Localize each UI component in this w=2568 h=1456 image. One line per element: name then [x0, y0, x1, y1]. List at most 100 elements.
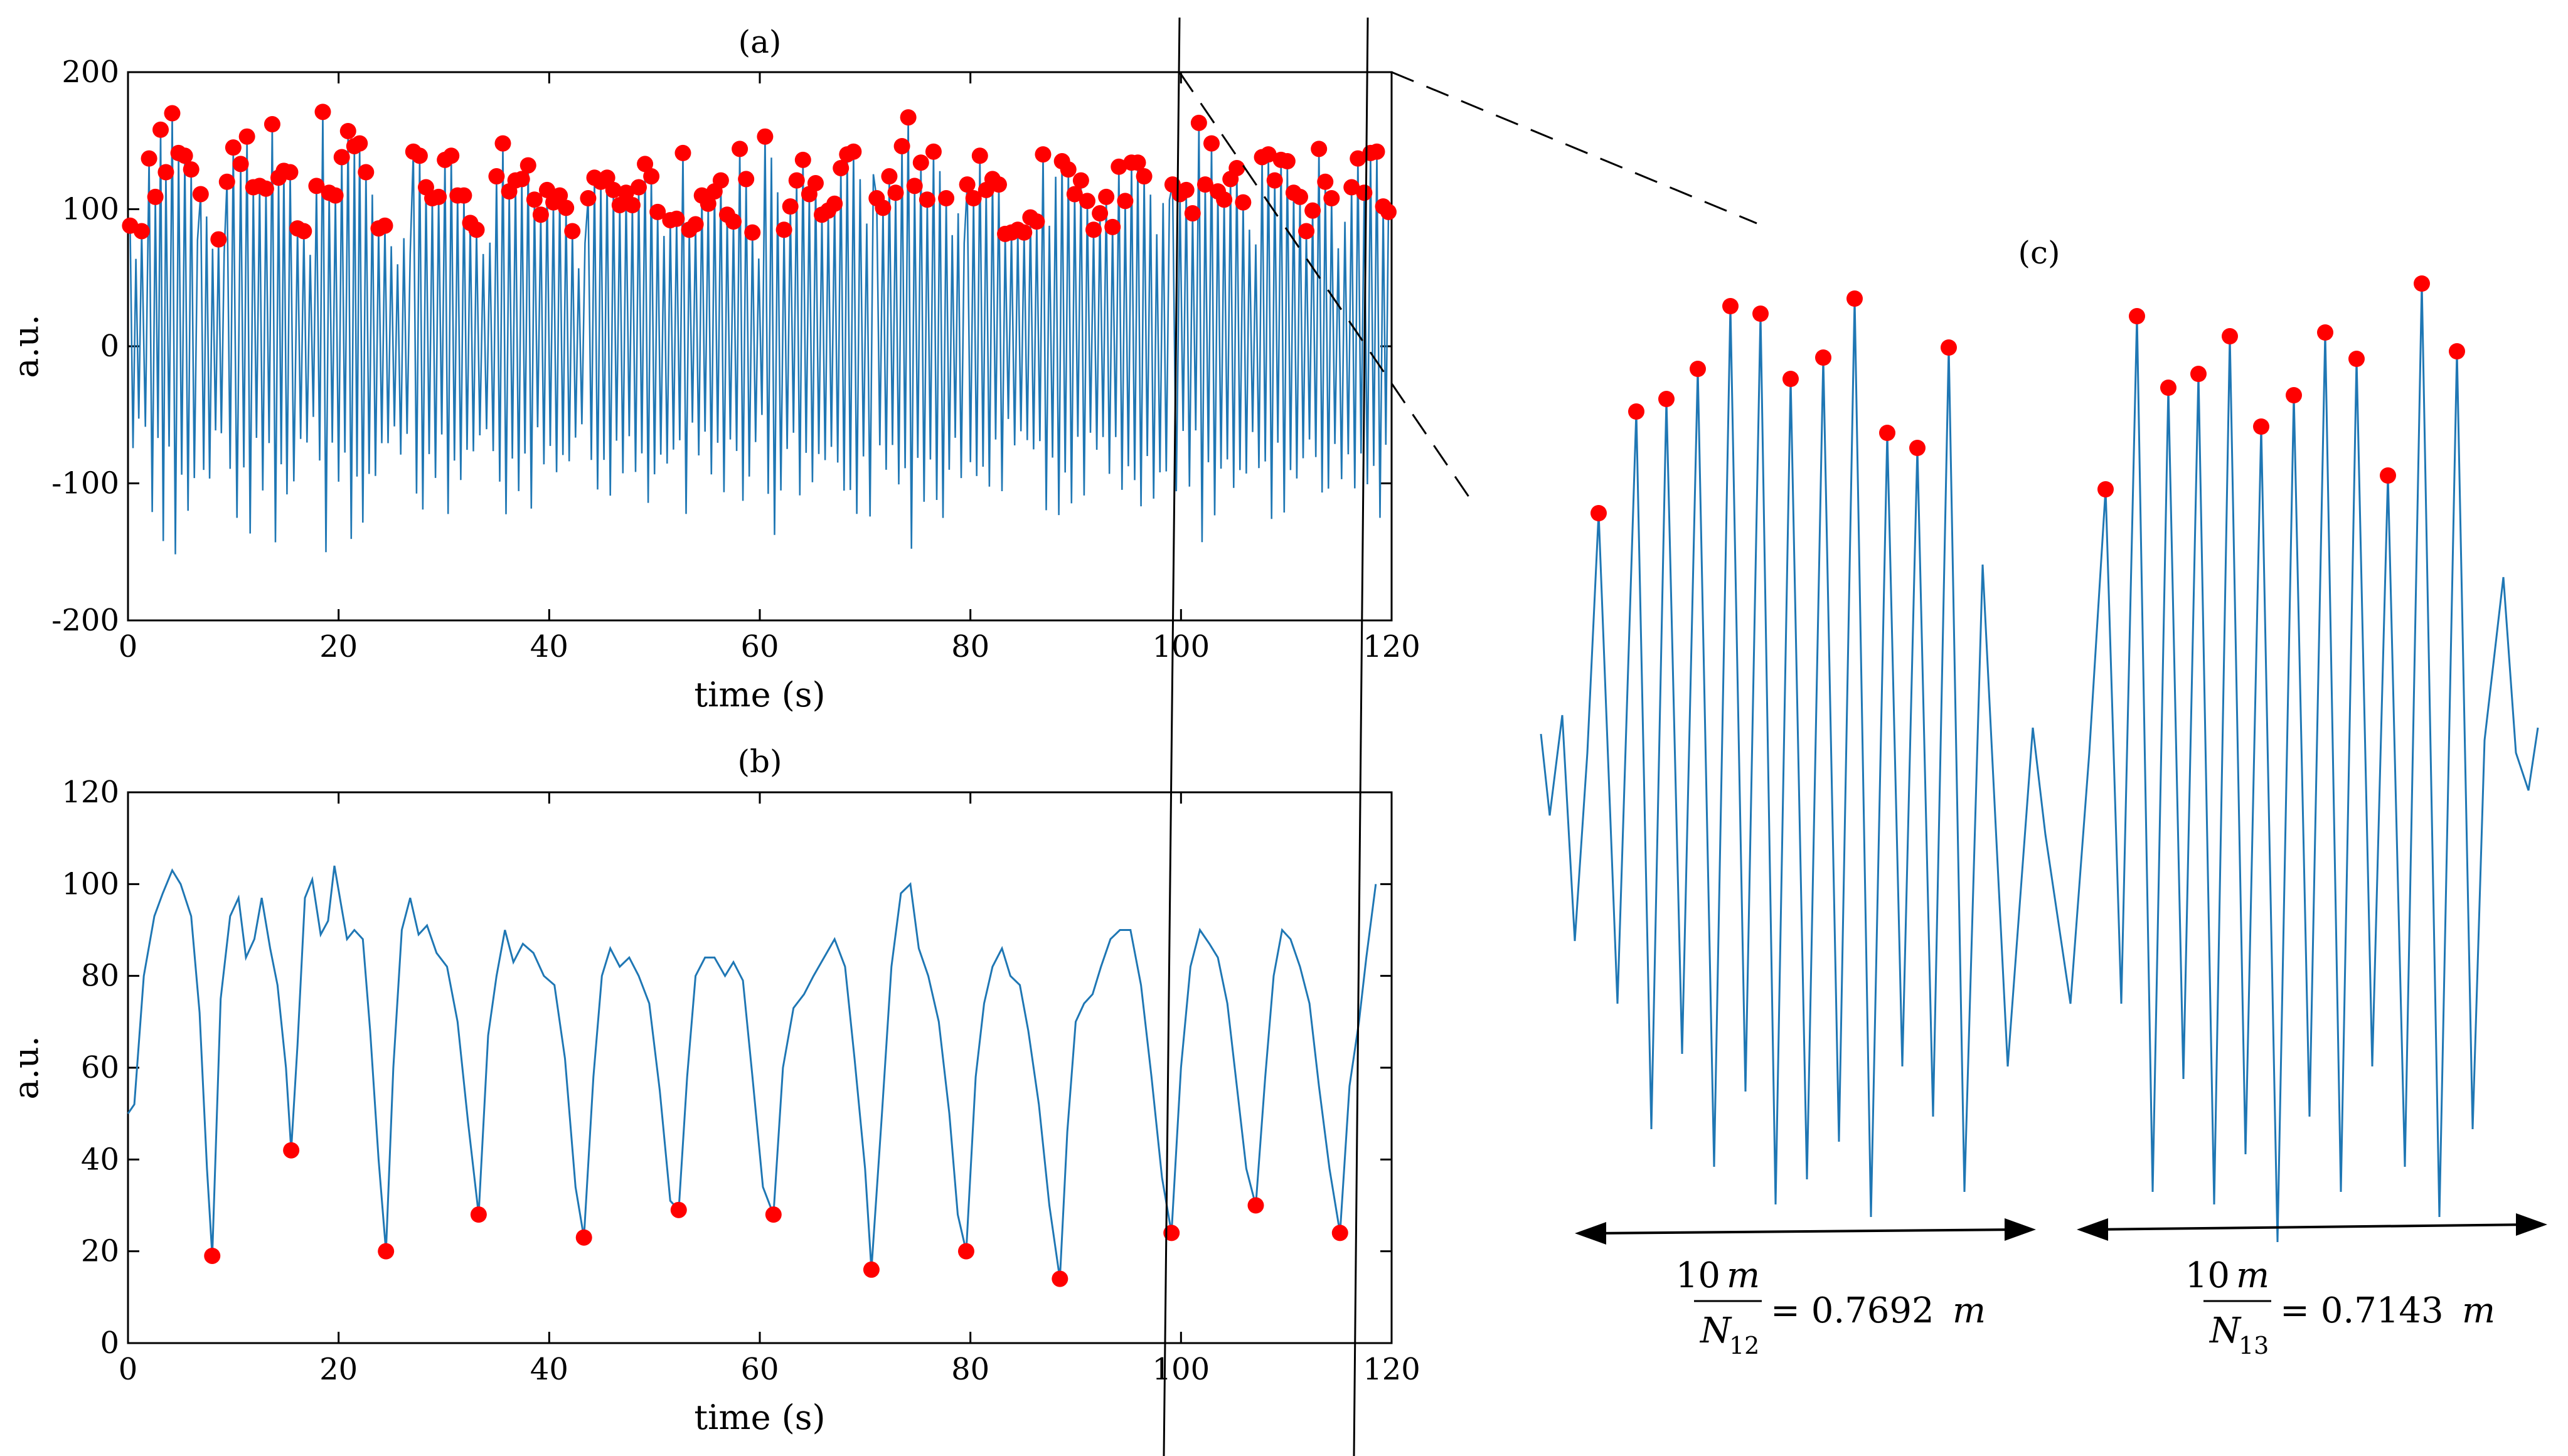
panel-a-peak-marker — [183, 161, 200, 178]
panel-b-minimum-marker — [863, 1261, 880, 1278]
panel-a-peak-marker — [893, 137, 910, 154]
panel-b-minimum-markers — [204, 1142, 1348, 1287]
panel-b-minimum-marker — [957, 1243, 974, 1260]
panel-c-peak-marker — [1658, 391, 1675, 407]
formula-n12-numerator: 10 — [1676, 1255, 1720, 1296]
panel-b-envelope-line — [127, 865, 1377, 1279]
formula-n13-subscript: 13 — [2239, 1332, 2269, 1359]
formula-n13-result: = 0.7143 — [2280, 1290, 2444, 1331]
panel-a-xtick-label: 0 — [119, 629, 138, 664]
panel-c-peak-marker — [2317, 324, 2333, 341]
panel-a-peak-marker — [238, 128, 255, 145]
panel-a-peak-marker — [456, 187, 472, 204]
panel-a-peak-marker — [912, 154, 929, 171]
panel-a-signal-line — [129, 112, 1390, 555]
formula-n12-denominator: N — [1699, 1310, 1732, 1351]
panel-a-peak-marker — [807, 174, 824, 191]
panel-a-peak-marker — [538, 181, 555, 198]
panel-a-peak-marker — [1072, 172, 1089, 189]
panel-b-xtick-label: 20 — [319, 1352, 358, 1387]
panel-a-peak-marker — [637, 156, 654, 173]
panel-a-peak-marker — [845, 143, 862, 160]
panel-a-peak-marker — [1079, 193, 1095, 210]
panel-a-peak-marker — [744, 224, 761, 241]
formula-n12-subscript: 12 — [1729, 1332, 1759, 1359]
panel-b-minimum-marker — [575, 1229, 592, 1246]
panel-a-xtick-label: 20 — [319, 629, 358, 664]
panel-b-ytick-label: 0 — [100, 1326, 119, 1361]
panel-c-title: (c) — [2018, 235, 2060, 271]
panel-b-ylabel: a.u. — [6, 1036, 46, 1099]
panel-a-peak-marker — [738, 171, 755, 188]
panel-a-peak-marker — [430, 188, 447, 205]
panel-a-peak-marker — [1203, 135, 1220, 152]
panel-a-peak-marker — [1266, 172, 1283, 189]
panel-b-minimum-marker — [1247, 1197, 1264, 1214]
panel-a-peak-marker — [826, 195, 843, 212]
interval-arrow-1 — [1575, 1218, 2036, 1245]
formula-n12-result: = 0.7692 — [1771, 1290, 1934, 1331]
panel-c-peak-marker — [2348, 351, 2365, 367]
panel-c-peak-marker — [2253, 418, 2269, 435]
panel-a-peak-marker — [1350, 150, 1367, 167]
panel-a-peak-marker — [551, 187, 568, 204]
panel-a-peak-marker — [468, 221, 485, 238]
panel-a-peak-marker — [643, 168, 660, 185]
panel-a-ticks: 0 20 40 60 80 100 120 -200 -100 0 100 200 — [51, 55, 1420, 664]
panel-a-peak-marker — [141, 150, 157, 167]
panel-a-peak-marker — [1098, 188, 1115, 205]
panel-a-peak-marker — [1136, 168, 1153, 185]
panel-a-peak-marker — [1035, 146, 1052, 163]
panel-a-ylabel: a.u. — [6, 314, 46, 378]
panel-b-minimum-marker — [1052, 1270, 1068, 1287]
panel-c-peak-marker — [2414, 275, 2430, 292]
panel-a-peak-marker — [887, 184, 904, 201]
panel-c-peak-marker — [2222, 328, 2238, 344]
panel-a-peak-marker — [605, 181, 622, 198]
panel-a-peak-marker — [532, 206, 549, 223]
zoom-dashed-line-2 — [1391, 71, 1757, 225]
panel-b-minimum-marker — [283, 1142, 300, 1159]
panel-a-peak-marker — [164, 105, 181, 122]
panel-b-minimum-marker — [204, 1247, 221, 1264]
panel-b-axes-box — [127, 791, 1393, 1344]
panel-a-peak-marker — [443, 147, 460, 164]
panel-a-peak-marker — [257, 180, 274, 197]
panel-a-peak-marker — [1228, 159, 1245, 176]
panel-a-peak-marker — [900, 109, 917, 126]
panel-b-xtick-label: 40 — [530, 1352, 568, 1387]
panel-a-peak-marker — [1291, 188, 1308, 205]
panel-a-peak-marker — [649, 203, 666, 220]
formula-n13-result-unit: m — [2462, 1290, 2495, 1331]
formula-n13: 10 m N 13 = 0.7143 m — [2185, 1255, 2495, 1359]
panel-a-peak-markers — [122, 104, 1397, 248]
panel-a-peak-marker — [668, 210, 685, 227]
panel-a-peak-marker — [282, 164, 299, 181]
panel-a-ytick-label: 200 — [61, 55, 119, 90]
panel-b-ytick-label: 120 — [61, 775, 119, 810]
panel-a-peak-marker — [712, 172, 729, 189]
panel-a-peak-marker — [599, 169, 615, 186]
panel-a-peak-marker — [1298, 223, 1315, 240]
panel-c-peak-marker — [2449, 343, 2465, 359]
panel-b-xtick-label: 80 — [951, 1352, 989, 1387]
panel-a-peak-marker — [327, 187, 344, 204]
panel-b-ytick-label: 60 — [81, 1050, 119, 1085]
panel-a-peak-marker — [192, 186, 209, 203]
panel-a-peak-marker — [1317, 173, 1334, 190]
panel-a-xtick-label: 80 — [951, 629, 989, 664]
panel-a-peak-marker — [558, 199, 575, 216]
panel-a-peak-marker — [1279, 153, 1296, 170]
panel-a-peak-marker — [580, 190, 597, 207]
panel-a-peak-marker — [176, 147, 193, 164]
panel-b-xlabel: time (s) — [694, 1398, 825, 1437]
panel-b-minimum-marker — [1163, 1225, 1180, 1241]
panel-b-minimum-marker — [378, 1243, 395, 1260]
panel-a-peak-marker — [494, 135, 511, 152]
panel-a-peak-marker — [1085, 221, 1102, 238]
panel-a-peak-marker — [513, 171, 530, 188]
panel-a-peak-marker — [700, 195, 717, 212]
formula-n13-unit: m — [2236, 1255, 2269, 1296]
panel-a-peak-marker — [225, 139, 242, 156]
panel-a-peak-marker — [1066, 186, 1083, 203]
